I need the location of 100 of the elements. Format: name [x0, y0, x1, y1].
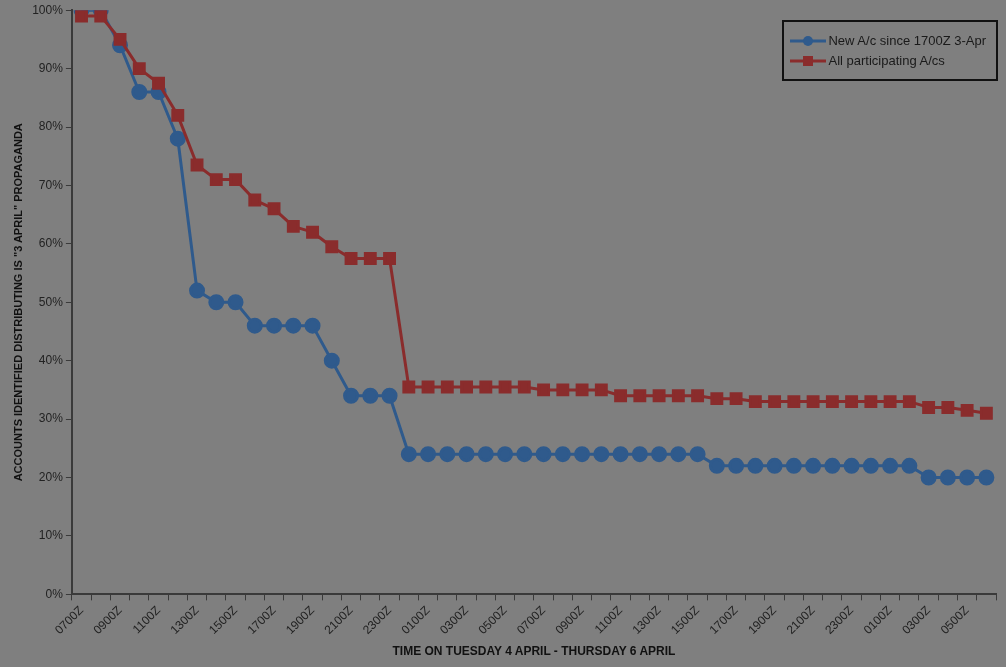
point: [383, 252, 396, 265]
point: [189, 282, 206, 299]
point: [306, 225, 319, 239]
point: [171, 108, 185, 122]
point: [845, 395, 859, 409]
point: [400, 446, 417, 463]
point: [806, 395, 820, 409]
y-tick-label: 10%: [38, 528, 64, 543]
point: [208, 294, 225, 311]
point: [344, 252, 358, 265]
point: [574, 446, 591, 463]
point: [420, 446, 437, 463]
point: [131, 83, 148, 100]
point: [959, 469, 976, 486]
point: [901, 457, 918, 474]
point: [729, 392, 743, 406]
point: [787, 395, 801, 409]
point: [902, 395, 916, 409]
point: [805, 457, 822, 474]
point: [922, 400, 936, 414]
x-axis-title: TIME ON TUESDAY 4 APRIL - THURSDAY 6 APRIL: [392, 644, 676, 659]
y-tick-label: 90%: [38, 60, 64, 75]
point: [824, 457, 841, 474]
point: [113, 32, 127, 46]
point: [652, 389, 666, 403]
point: [458, 446, 475, 463]
point: [651, 446, 668, 463]
point: [864, 395, 878, 409]
point: [670, 446, 687, 463]
point: [516, 446, 533, 463]
point: [286, 219, 300, 233]
point: [825, 395, 839, 409]
point: [671, 389, 685, 403]
point: [747, 457, 764, 474]
point: [132, 62, 146, 76]
point: [979, 406, 993, 420]
y-tick-label: 80%: [38, 119, 64, 134]
y-tick-label: 50%: [38, 294, 64, 309]
point: [323, 352, 340, 369]
point: [748, 395, 762, 409]
point: [960, 403, 974, 417]
point: [862, 457, 879, 474]
legend-label: All participating A/cs: [828, 53, 945, 68]
point: [190, 158, 204, 172]
y-axis-title: ACCOUNTS IDENTIFIED DISTRIBUTING IS "3 APRIL" PROPAGANDA: [11, 123, 24, 482]
y-tick-label: 70%: [38, 177, 64, 192]
point: [614, 389, 628, 403]
point: [440, 380, 454, 394]
point: [152, 76, 165, 90]
point: [248, 193, 262, 207]
y-tick-label: 30%: [38, 411, 64, 426]
point: [479, 380, 493, 394]
point: [843, 457, 860, 474]
y-tick-label: 100%: [32, 2, 64, 17]
y-tick-label: 40%: [38, 353, 64, 368]
point: [169, 130, 186, 147]
point: [689, 446, 706, 463]
point: [575, 383, 589, 397]
point: [556, 383, 570, 397]
point: [593, 446, 610, 463]
point: [94, 10, 108, 23]
point: [209, 173, 223, 187]
point: [631, 446, 648, 463]
point: [633, 389, 647, 403]
point: [535, 446, 552, 463]
point: [227, 294, 244, 311]
legend-label: New A/c since 1700Z 3-Apr: [828, 33, 986, 48]
point: [497, 446, 514, 463]
point: [477, 446, 494, 463]
point: [554, 446, 571, 463]
point: [460, 380, 474, 394]
point: [266, 317, 283, 334]
point: [285, 317, 302, 334]
y-tick-label: 60%: [38, 236, 64, 251]
point: [304, 317, 321, 334]
point: [267, 202, 281, 216]
point: [381, 387, 398, 404]
point: [229, 173, 242, 187]
point: [708, 457, 725, 474]
point: [421, 380, 435, 394]
point: [939, 469, 956, 486]
point: [246, 317, 263, 334]
point: [537, 383, 551, 397]
point: [920, 469, 937, 486]
point: [362, 387, 379, 404]
y-tick-label: 0%: [45, 586, 64, 601]
point: [710, 392, 724, 406]
point: [785, 457, 802, 474]
point: [517, 380, 531, 394]
point: [402, 380, 416, 394]
point: [768, 395, 782, 409]
point: [691, 389, 705, 403]
point: [882, 457, 899, 474]
point: [941, 400, 955, 414]
point: [343, 387, 360, 404]
point: [439, 446, 456, 463]
point: [612, 446, 629, 463]
point: [363, 252, 377, 265]
point: [978, 469, 995, 486]
point: [75, 10, 88, 23]
